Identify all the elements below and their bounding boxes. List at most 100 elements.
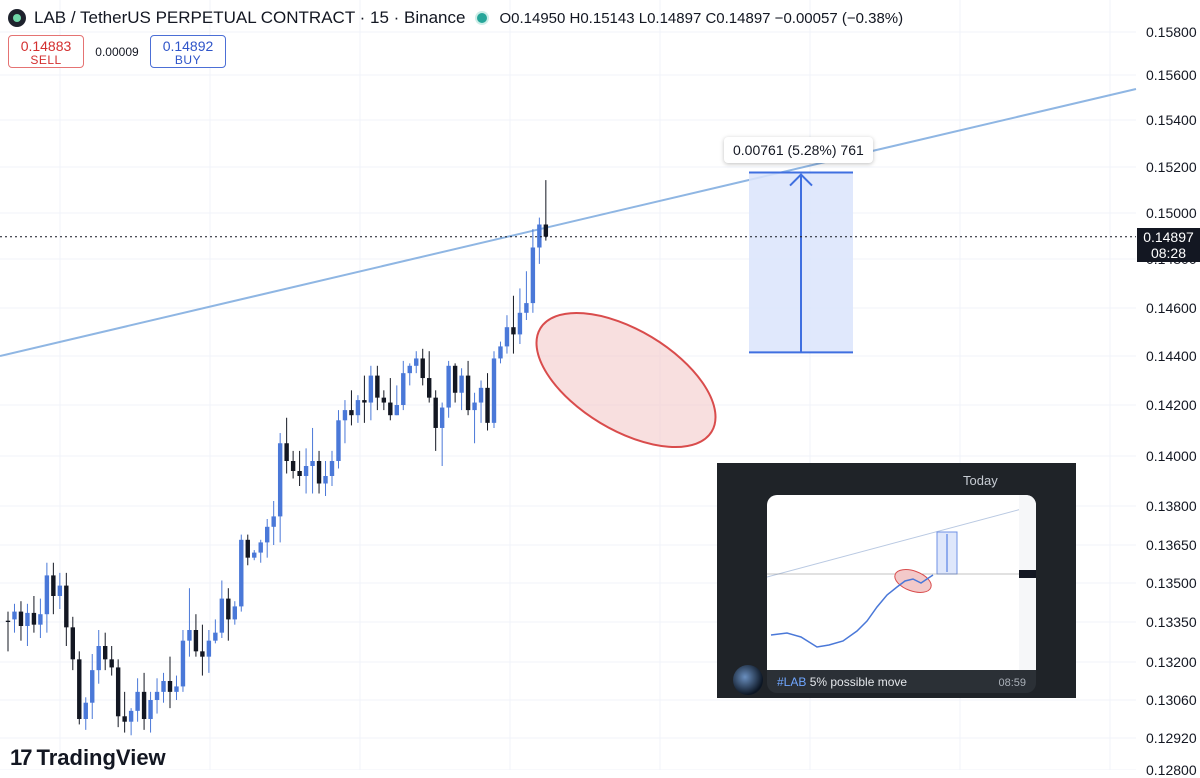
caption-hashtag[interactable]: #LAB [777, 675, 807, 689]
candle-body [213, 632, 218, 641]
candle-body [394, 405, 399, 416]
candle-body [239, 539, 244, 607]
candle-body [5, 620, 11, 622]
buy-label: BUY [174, 53, 202, 67]
candle-body [12, 611, 17, 620]
measure-arrow-head [789, 173, 813, 187]
tradingview-logo-icon: 17 [10, 745, 33, 770]
candle-body [310, 461, 315, 466]
market-status-icon [477, 13, 488, 23]
y-tick-label: 0.14600 [1146, 300, 1197, 316]
trade-panel: 0.14883 SELL 0.00009 0.14892 BUY [8, 35, 226, 68]
candle-body [439, 407, 445, 428]
candle-body [271, 516, 276, 527]
candle-body [31, 612, 37, 625]
candle-body [148, 700, 153, 719]
candle-body [342, 410, 348, 421]
candle-body [433, 397, 438, 428]
candle-body [122, 716, 127, 722]
candle-body [465, 375, 471, 411]
sell-label: SELL [30, 53, 62, 67]
buy-price: 0.14892 [162, 38, 214, 54]
candle-body [524, 303, 529, 313]
candle-body [64, 585, 69, 628]
candle-body [90, 670, 95, 703]
candle-body [226, 598, 231, 620]
candle-body [303, 466, 309, 476]
candle-body [316, 461, 322, 484]
candle-body [180, 640, 186, 687]
candle-body [478, 387, 484, 403]
y-tick-label: 0.13800 [1146, 498, 1197, 514]
y-tick-label: 0.14200 [1146, 397, 1197, 413]
inset-message-time: 08:59 [998, 677, 1026, 689]
bar-countdown: 08:28 [1150, 244, 1187, 261]
candle-body [252, 552, 257, 558]
candle-body [420, 358, 425, 379]
buy-button[interactable]: 0.14892 BUY [150, 35, 226, 68]
candle-body [96, 646, 101, 671]
candle-body [530, 247, 536, 304]
candle-body [355, 400, 361, 416]
candle-body [57, 585, 63, 596]
current-price-tag: 0.14897 08:28 [1137, 227, 1200, 262]
candle-body [381, 397, 387, 403]
candle-body [109, 659, 114, 668]
y-tick-label: 0.15800 [1146, 24, 1197, 40]
y-tick-label: 0.14400 [1146, 348, 1197, 364]
candle-body [77, 659, 82, 719]
watermark-text: TradingView [36, 745, 166, 770]
y-tick-label: 0.15600 [1146, 67, 1197, 83]
candle-body [128, 710, 134, 722]
candle-body [232, 606, 237, 620]
sell-price: 0.14883 [20, 38, 72, 54]
candle-body [141, 691, 147, 719]
trendline [0, 88, 1137, 357]
measure-tool [749, 171, 853, 354]
sell-button[interactable]: 0.14883 SELL [8, 35, 84, 68]
candle-body [485, 387, 490, 423]
candle-body [174, 686, 179, 692]
candle-body [25, 612, 30, 626]
y-tick-label: 0.15200 [1146, 159, 1197, 175]
candle-body [83, 702, 88, 719]
candle-body [103, 646, 108, 660]
candle-body [290, 461, 296, 471]
y-tick-label: 0.12800 [1146, 762, 1197, 778]
symbol-title[interactable]: LAB / TetherUS PERPETUAL CONTRACT · 15 ·… [34, 8, 466, 27]
candle-body [362, 400, 367, 403]
candle-body [323, 476, 328, 484]
candle-body [368, 375, 374, 403]
candle-body [459, 375, 464, 393]
candle-body [491, 358, 497, 423]
spread-value: 0.00009 [95, 44, 139, 59]
candle-body [336, 420, 341, 461]
candle-body [206, 640, 212, 657]
y-tick-label: 0.13650 [1146, 537, 1197, 553]
channel-avatar[interactable] [733, 665, 763, 695]
y-tick-label: 0.15400 [1146, 112, 1197, 128]
candle-body [284, 443, 289, 461]
inset-message-card[interactable]: #LAB 5% possible move 08:59 [767, 495, 1036, 693]
candle-body [388, 402, 393, 416]
candle-body [167, 681, 173, 692]
candle-body [258, 542, 263, 553]
y-tick-label: 0.13200 [1146, 654, 1197, 670]
tradingview-watermark[interactable]: 17 TradingView [10, 745, 166, 771]
candle-body [543, 224, 549, 237]
symbol-logo-icon [8, 9, 26, 27]
candle-body [193, 630, 199, 652]
chart-header: LAB / TetherUS PERPETUAL CONTRACT · 15 ·… [8, 6, 903, 30]
candle-body [70, 627, 75, 660]
telegram-post-inset: Today #LAB 5% possible move 08:59 [717, 463, 1076, 698]
candle-body [297, 471, 302, 476]
y-tick-label: 0.13350 [1146, 614, 1197, 630]
candle-body [115, 667, 121, 717]
candle-body [200, 651, 205, 657]
y-tick-label: 0.15000 [1146, 205, 1197, 221]
ohlc-values: O0.14950 H0.15143 L0.14897 C0.14897 −0.0… [499, 9, 904, 27]
candle-body [498, 346, 503, 359]
candle-body [446, 365, 451, 408]
inset-day-label: Today [963, 473, 998, 488]
inset-chart-thumbnail[interactable] [767, 495, 1036, 670]
